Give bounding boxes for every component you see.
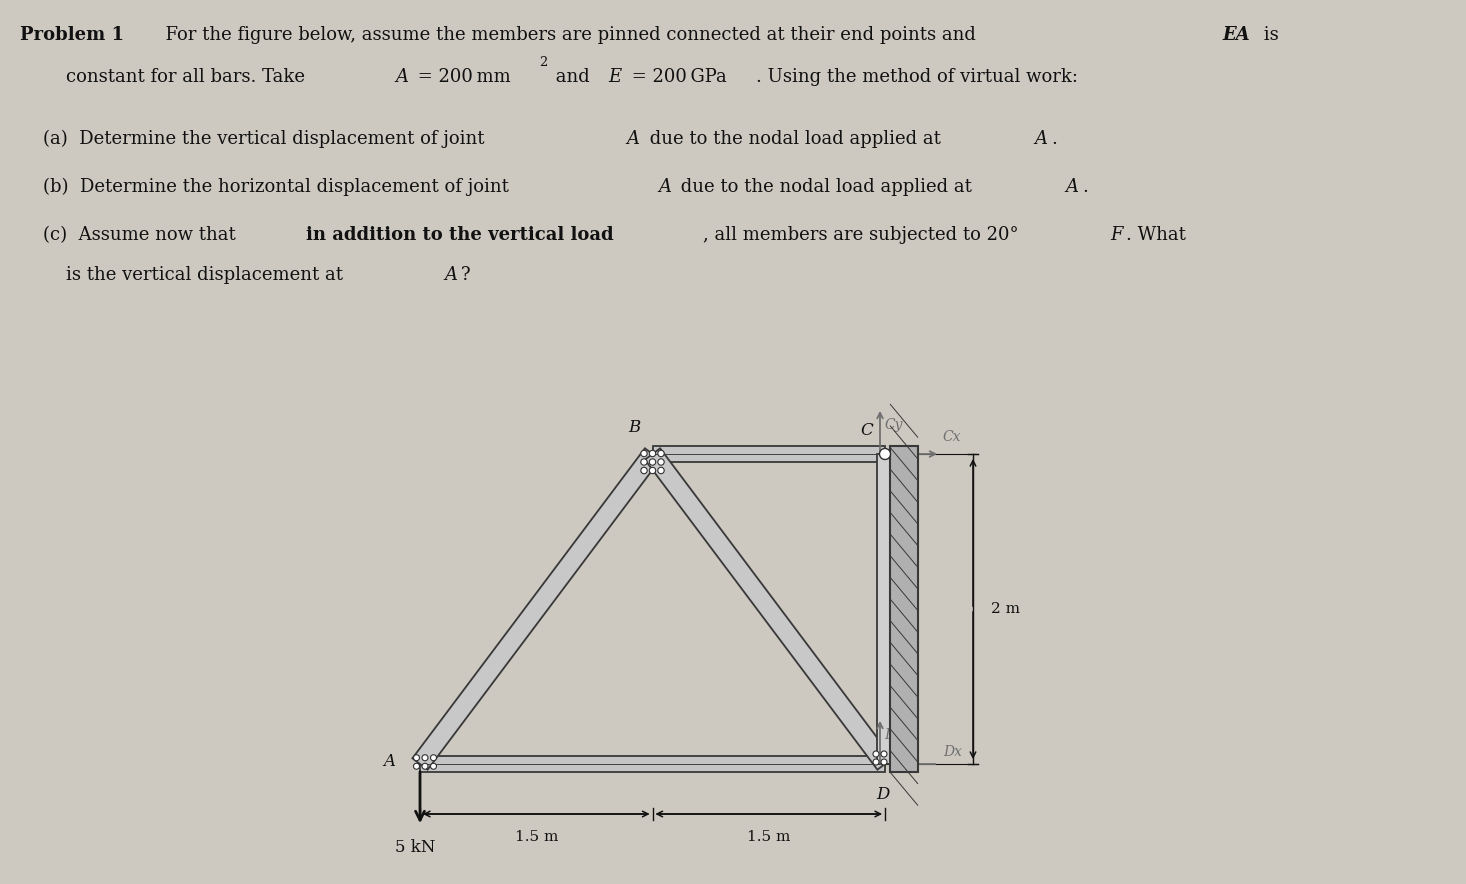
Circle shape [649, 450, 655, 457]
Circle shape [658, 459, 664, 465]
Text: = 200 GPa: = 200 GPa [626, 68, 726, 86]
Text: .: . [1082, 178, 1088, 196]
Text: constant for all bars. Take: constant for all bars. Take [21, 68, 311, 86]
Text: and: and [550, 68, 595, 86]
Circle shape [658, 468, 664, 474]
Text: 2 m: 2 m [991, 602, 1020, 616]
Text: A: A [444, 266, 457, 284]
Circle shape [431, 763, 437, 769]
Text: . What: . What [1126, 226, 1186, 244]
Text: A: A [627, 130, 639, 148]
Text: Cx: Cx [943, 430, 960, 444]
Text: C: C [861, 422, 874, 439]
Circle shape [658, 450, 664, 457]
Circle shape [641, 459, 647, 465]
Circle shape [872, 751, 880, 757]
Text: B: B [629, 419, 641, 436]
Circle shape [641, 468, 647, 474]
Text: For the figure below, assume the members are pinned connected at their end point: For the figure below, assume the members… [154, 26, 982, 44]
Text: 1.5 m: 1.5 m [515, 830, 559, 844]
Text: F: F [1110, 226, 1123, 244]
Text: Cy: Cy [884, 418, 903, 432]
Text: is: is [1258, 26, 1278, 44]
Text: is the vertical displacement at: is the vertical displacement at [21, 266, 349, 284]
Text: (c)  Assume now that: (c) Assume now that [21, 226, 242, 244]
Circle shape [641, 450, 647, 457]
Circle shape [413, 755, 419, 761]
Text: A: A [1066, 178, 1079, 196]
Text: A: A [383, 753, 394, 771]
Circle shape [881, 759, 887, 765]
Text: E: E [608, 68, 622, 86]
Circle shape [431, 755, 437, 761]
Circle shape [881, 751, 887, 757]
Polygon shape [645, 448, 893, 770]
Circle shape [649, 459, 655, 465]
Polygon shape [419, 756, 885, 772]
Circle shape [413, 763, 419, 769]
Circle shape [872, 759, 880, 765]
Text: Dy: Dy [884, 728, 903, 742]
Text: (b)  Determine the horizontal displacement of joint: (b) Determine the horizontal displacemen… [21, 178, 515, 196]
Polygon shape [652, 446, 885, 462]
Text: (a)  Determine the vertical displacement of joint: (a) Determine the vertical displacement … [21, 130, 490, 149]
Circle shape [649, 468, 655, 474]
Text: 2: 2 [539, 56, 548, 69]
Text: D: D [877, 786, 890, 803]
Polygon shape [412, 448, 660, 770]
Text: A: A [1034, 130, 1047, 148]
Circle shape [880, 448, 890, 460]
Text: . Using the method of virtual work:: . Using the method of virtual work: [755, 68, 1078, 86]
Circle shape [422, 763, 428, 769]
Circle shape [422, 755, 428, 761]
Text: in addition to the vertical load: in addition to the vertical load [306, 226, 613, 244]
Text: ?: ? [460, 266, 471, 284]
Text: Dx: Dx [943, 745, 962, 759]
Text: due to the nodal load applied at: due to the nodal load applied at [644, 130, 946, 148]
Text: 5 kN: 5 kN [394, 839, 435, 856]
Text: Problem 1: Problem 1 [21, 26, 125, 44]
Text: .: . [1051, 130, 1057, 148]
Text: , all members are subjected to 20°: , all members are subjected to 20° [702, 226, 1019, 244]
Text: A: A [658, 178, 671, 196]
Text: 1.5 m: 1.5 m [748, 830, 790, 844]
Text: EA: EA [1223, 26, 1250, 44]
Text: = 200 mm: = 200 mm [412, 68, 510, 86]
Polygon shape [877, 454, 893, 764]
Bar [890, 446, 918, 772]
Text: A: A [396, 68, 408, 86]
Text: due to the nodal load applied at: due to the nodal load applied at [674, 178, 978, 196]
